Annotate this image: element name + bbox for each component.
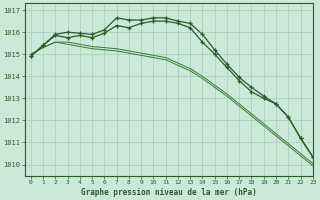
X-axis label: Graphe pression niveau de la mer (hPa): Graphe pression niveau de la mer (hPa)	[81, 188, 257, 197]
